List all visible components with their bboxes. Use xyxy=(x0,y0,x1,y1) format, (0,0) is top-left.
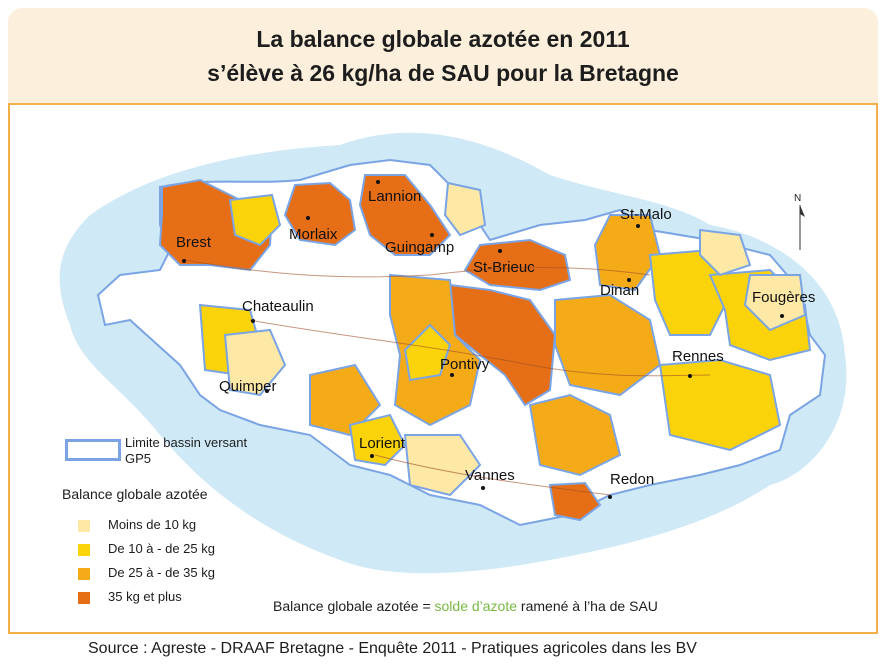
city-brest: Brest xyxy=(176,234,212,251)
road-network xyxy=(184,259,711,496)
zone-c3-b xyxy=(554,293,662,397)
formula-highlight: solde d’azote xyxy=(434,598,518,614)
title-line-2: s’élève à 26 kg/ha de SAU pour la Bretag… xyxy=(207,60,679,86)
city-redon: Redon xyxy=(610,471,655,488)
city-lorient: Lorient xyxy=(359,435,405,452)
north-arrow-icon xyxy=(799,205,805,250)
zone-c3-d xyxy=(528,393,622,477)
zone-c3-c xyxy=(309,363,382,437)
map-frame: Brest Morlaix Lannion Guingamp St-Brieuc… xyxy=(8,103,878,634)
zone-stbrieuc xyxy=(463,238,572,292)
zone-morlaix xyxy=(283,181,357,247)
zone-c1-c xyxy=(743,274,807,332)
legend-label: De 10 à - de 25 kg xyxy=(108,541,215,556)
zone-c2-f xyxy=(228,193,282,247)
zone-centre xyxy=(448,283,557,407)
legend-swatch xyxy=(78,520,90,532)
city-rennes: Rennes xyxy=(672,348,724,365)
zone-c1-a xyxy=(223,328,287,397)
zone-c3-e xyxy=(593,214,662,292)
zone-c2-c xyxy=(658,358,782,452)
formula-text: Balance globale azotée = solde d’azote r… xyxy=(273,598,658,614)
zone-guingamp xyxy=(358,174,452,256)
source-text: Source : Agreste - DRAAF Bretagne - Enqu… xyxy=(88,640,697,657)
city-morlaix: Morlaix xyxy=(289,226,338,243)
city-chateaulin: Chateaulin xyxy=(242,298,314,315)
basin-swatch xyxy=(65,439,121,461)
zone-c2-g xyxy=(403,323,452,382)
formula-prefix: Balance globale azotée = xyxy=(273,598,435,614)
city-vannes: Vannes xyxy=(465,467,515,484)
zone-c1-e xyxy=(699,228,752,277)
legend-swatch xyxy=(78,568,90,580)
city-dots xyxy=(182,180,784,499)
legend-swatch xyxy=(78,544,90,556)
legend-label: 35 kg et plus xyxy=(108,589,182,604)
legend-swatch xyxy=(78,592,90,604)
legend-label: Moins de 10 kg xyxy=(108,517,197,532)
city-fougeres: Fougères xyxy=(752,289,816,306)
zone-c1-d xyxy=(443,181,487,237)
city-stmalo: St-Malo xyxy=(620,206,672,223)
city-pontivy: Pontivy xyxy=(440,356,490,373)
city-dinan: Dinan xyxy=(600,282,640,299)
bretagne-map xyxy=(59,132,847,574)
zone-c1-b xyxy=(403,434,482,497)
city-guingamp: Guingamp xyxy=(385,239,455,256)
zone-c2-e xyxy=(348,413,407,467)
formula-suffix: ramené à l’ha de SAU xyxy=(517,598,658,614)
title-line-1: La balance globale azotée en 2011 xyxy=(256,26,630,52)
city-stbrieuc: St-Brieuc xyxy=(473,259,535,276)
city-lannion: Lannion xyxy=(368,188,422,205)
legend-label: De 25 à - de 35 kg xyxy=(108,565,215,580)
north-label: N xyxy=(794,193,802,204)
city-quimper: Quimper xyxy=(219,378,277,395)
title-banner: La balance globale azotée en 2011 s’élèv… xyxy=(8,8,878,106)
legend-title: Balance globale azotée xyxy=(62,486,208,502)
basin-label: Limite bassin versant GP5 xyxy=(125,435,248,466)
